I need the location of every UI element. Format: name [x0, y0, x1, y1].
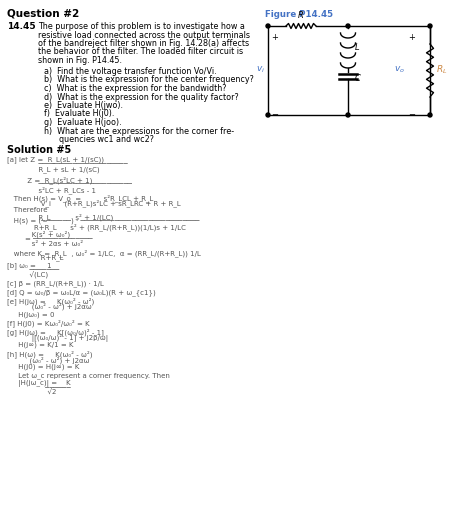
- Text: C: C: [355, 74, 361, 83]
- Text: (ω₀² - ω²) + j2αω: (ω₀² - ω²) + j2αω: [7, 356, 89, 364]
- Text: [g] H(jω) =     K[(ω₀/ω)² - 1]: [g] H(jω) = K[(ω₀/ω)² - 1]: [7, 328, 104, 336]
- Text: $v_o$: $v_o$: [394, 65, 405, 75]
- Circle shape: [428, 113, 432, 117]
- Text: |[(ω₀/ω)² - 1] + j2β/ω|: |[(ω₀/ω)² - 1] + j2β/ω|: [7, 334, 108, 342]
- Text: Solution #5: Solution #5: [7, 145, 71, 155]
- Text: ───────: ───────: [7, 267, 59, 273]
- Text: [e] H(jω) =     K(ω₀² - ω²): [e] H(jω) = K(ω₀² - ω²): [7, 297, 94, 305]
- Text: −: −: [271, 110, 278, 119]
- Text: $v_i$: $v_i$: [256, 65, 265, 75]
- Text: resistive load connected across the output terminals: resistive load connected across the outp…: [38, 31, 250, 40]
- Text: (ω₀² - ω²) + j2αω: (ω₀² - ω²) + j2αω: [7, 303, 92, 310]
- Text: √(LC): √(LC): [7, 272, 48, 279]
- Text: the behavior of the filter. The loaded filter circuit is: the behavior of the filter. The loaded f…: [38, 47, 243, 56]
- Text: [b] ω₀ =     1: [b] ω₀ = 1: [7, 262, 52, 269]
- Circle shape: [346, 24, 350, 28]
- Circle shape: [346, 113, 350, 117]
- Text: H(jω₀) = 0: H(jω₀) = 0: [7, 311, 54, 317]
- Text: ──────────────────────: ──────────────────────: [7, 181, 132, 187]
- Text: V_i      (R+R_L)s²LC + sR_LRC + R + R_L: V_i (R+R_L)s²LC + sR_LRC + R + R_L: [7, 199, 181, 207]
- Text: where K =  R_L  , ω₀² = 1/LC,  α = (RR_L/(R+R_L)) 1/L: where K = R_L , ω₀² = 1/LC, α = (RR_L/(R…: [7, 249, 201, 257]
- Circle shape: [428, 24, 432, 28]
- Text: R_L           s² + 1/(LC): R_L s² + 1/(LC): [7, 213, 113, 221]
- Text: $R_L$: $R_L$: [436, 64, 447, 76]
- Text: Let ω_c represent a corner frequency. Then: Let ω_c represent a corner frequency. Th…: [7, 372, 170, 379]
- Text: = ──────────────: = ──────────────: [7, 236, 92, 242]
- Text: +: +: [408, 33, 415, 42]
- Text: Therefore: Therefore: [7, 207, 48, 213]
- Text: 14.45: 14.45: [7, 22, 35, 31]
- Text: R_L + sL + 1/(sC): R_L + sL + 1/(sC): [7, 166, 100, 173]
- Text: h)  What are the expressions for the corner fre-: h) What are the expressions for the corn…: [44, 126, 234, 135]
- Text: shown in Fig. P14.45.: shown in Fig. P14.45.: [38, 56, 122, 65]
- Text: [f] H(j0) = Kω₀²/ω₀² = K: [f] H(j0) = Kω₀²/ω₀² = K: [7, 319, 90, 327]
- Text: Then H(s) = V_o  =          s²R_LCL + R_L: Then H(s) = V_o = s²R_LCL + R_L: [7, 194, 154, 202]
- Text: ─────────────────────: ─────────────────────: [7, 161, 128, 167]
- Text: L: L: [355, 44, 360, 53]
- Text: d)  What is the expression for the quality factor?: d) What is the expression for the qualit…: [44, 93, 239, 102]
- Text: [d] Q = ω₀/β = ω₀L/α = (ω₀L)(R + ω_{c1}): [d] Q = ω₀/β = ω₀L/α = (ω₀L)(R + ω_{c1}): [7, 289, 156, 296]
- Text: H(s) = (───────) · ────────────────────────────: H(s) = (───────) · ─────────────────────…: [7, 218, 199, 225]
- Circle shape: [266, 24, 270, 28]
- Text: Z =  R_L(s²LC + 1): Z = R_L(s²LC + 1): [7, 176, 92, 184]
- Text: g)  Evaluate H(joo).: g) Evaluate H(joo).: [44, 118, 122, 127]
- Text: R: R: [298, 11, 304, 20]
- Text: a)  Find the voltage transfer function Vo/Vi.: a) Find the voltage transfer function Vo…: [44, 67, 216, 76]
- Text: [a] let Z =  R_L(sL + 1/(sC)): [a] let Z = R_L(sL + 1/(sC)): [7, 156, 104, 163]
- Text: H(j0) = H(j∞) = K: H(j0) = H(j∞) = K: [7, 364, 79, 370]
- Text: quencies wc1 and wc2?: quencies wc1 and wc2?: [44, 135, 154, 144]
- Text: f)  Evaluate H(j0).: f) Evaluate H(j0).: [44, 110, 114, 119]
- Text: b)  What is the expression for the center frequency?: b) What is the expression for the center…: [44, 75, 254, 84]
- Text: The purpose of this problem is to investigate how a: The purpose of this problem is to invest…: [38, 22, 245, 31]
- Text: c)  What is the expression for the bandwidth?: c) What is the expression for the bandwi…: [44, 84, 226, 93]
- Text: H(j∞) = K/1 = K: H(j∞) = K/1 = K: [7, 342, 74, 348]
- Text: ──────: ──────: [7, 385, 71, 391]
- Text: s²LC + R_LCs - 1: s²LC + R_LCs - 1: [7, 186, 96, 194]
- Text: [h] H(ω) =     K(ω₀² - ω²): [h] H(ω) = K(ω₀² - ω²): [7, 350, 92, 358]
- Text: e)  Evaluate H(jwo).: e) Evaluate H(jwo).: [44, 101, 123, 110]
- Text: [c] β = (RR_L/(R+R_L)) · 1/L: [c] β = (RR_L/(R+R_L)) · 1/L: [7, 280, 104, 287]
- Text: K(s² + ω₀²): K(s² + ω₀²): [7, 231, 70, 239]
- Text: −: −: [408, 110, 415, 119]
- Text: R+R_L      s² + (RR_L/(R+R_L))(1/L)s + 1/LC: R+R_L s² + (RR_L/(R+R_L))(1/L)s + 1/LC: [7, 223, 186, 231]
- Text: √2: √2: [7, 390, 57, 396]
- Text: Figure P14.45: Figure P14.45: [265, 10, 333, 19]
- Circle shape: [266, 113, 270, 117]
- Text: |H(jω_c)| =    K: |H(jω_c)| = K: [7, 380, 70, 387]
- Text: s² + 2αs + ω₀²: s² + 2αs + ω₀²: [7, 241, 83, 247]
- Text: of the bandreject filter shown in Fig. 14.28(a) affects: of the bandreject filter shown in Fig. 1…: [38, 39, 249, 48]
- Text: Question #2: Question #2: [7, 8, 79, 18]
- Text: +: +: [271, 33, 278, 42]
- Text: R+R_L: R+R_L: [7, 254, 63, 261]
